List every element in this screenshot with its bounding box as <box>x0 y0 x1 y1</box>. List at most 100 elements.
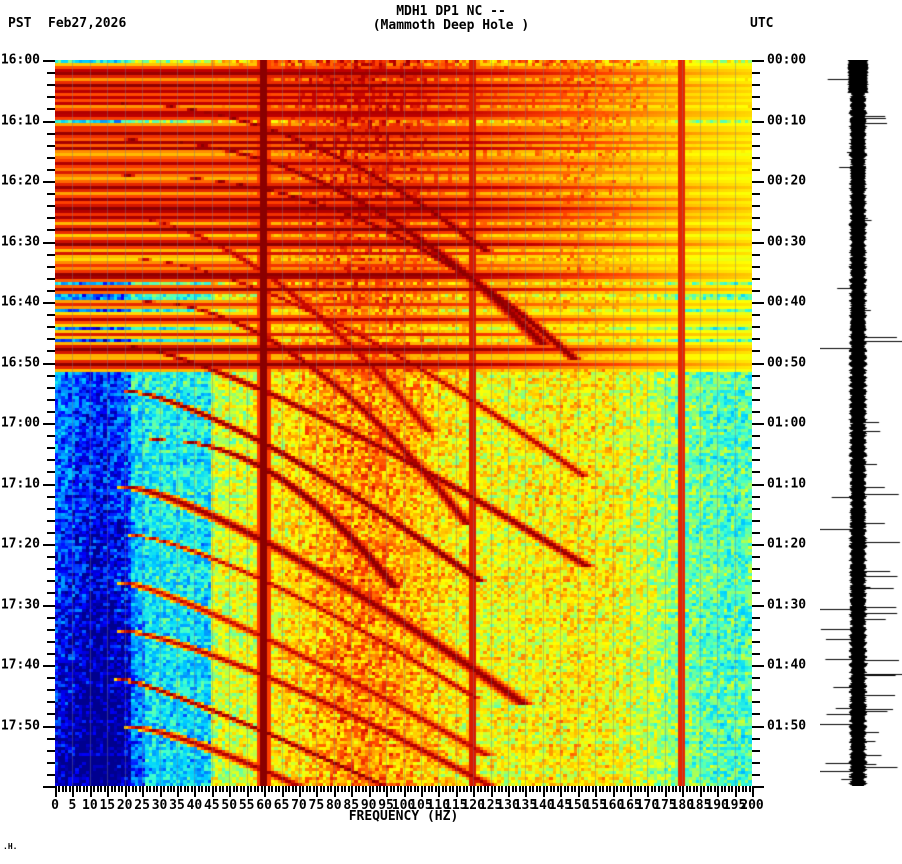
time-label-pst: 17:50 <box>0 718 40 733</box>
tick-minor-bottom <box>305 786 308 792</box>
tick-minor-right <box>752 713 760 716</box>
tick-major-right <box>752 181 764 183</box>
tick-minor-bottom <box>487 786 490 792</box>
tick-minor-bottom <box>720 786 723 792</box>
tick-major-bottom <box>438 786 441 797</box>
tick-minor-bottom <box>671 786 674 792</box>
tick-major-bottom <box>612 786 615 797</box>
tick-minor-right <box>752 616 760 619</box>
tick-minor-bottom <box>616 786 619 792</box>
tick-minor-left <box>47 144 55 147</box>
tick-minor-bottom <box>215 786 218 792</box>
frequency-label: 125 <box>478 798 503 813</box>
tick-minor-bottom <box>208 786 211 792</box>
frequency-label: 105 <box>409 798 433 813</box>
tick-major-bottom <box>630 786 633 797</box>
tick-minor-bottom <box>295 786 298 792</box>
tick-major-bottom <box>682 786 685 797</box>
time-label-pst: 17:20 <box>0 536 40 552</box>
tick-minor-bottom <box>581 786 584 792</box>
tick-major-right <box>752 120 764 123</box>
tick-minor-bottom <box>173 786 176 792</box>
tick-major-bottom <box>264 786 267 797</box>
tick-minor-bottom <box>469 786 472 792</box>
tick-minor-bottom <box>605 786 608 792</box>
time-label-utc: 01:00 <box>767 415 807 431</box>
frequency-label: 30 <box>151 798 168 813</box>
time-label-pst: 16:00 <box>0 52 40 68</box>
tick-minor-right <box>752 84 760 87</box>
tick-minor-bottom <box>117 786 120 792</box>
tick-major-bottom <box>752 786 754 797</box>
tick-minor-left <box>47 193 55 196</box>
frequency-label: 100 <box>391 798 416 813</box>
time-label-utc: 01:20 <box>767 536 807 552</box>
tick-minor-bottom <box>657 786 660 792</box>
tick-minor-bottom <box>459 786 462 792</box>
tick-minor-bottom <box>267 786 270 792</box>
tick-minor-left <box>47 773 55 776</box>
tick-minor-bottom <box>135 786 138 792</box>
tick-minor-bottom <box>636 786 639 792</box>
tick-major-left <box>43 483 55 486</box>
tick-minor-bottom <box>535 786 538 792</box>
tick-minor-bottom <box>257 786 260 792</box>
tick-minor-left <box>47 314 55 317</box>
tick-minor-bottom <box>239 786 242 792</box>
tick-minor-bottom <box>382 786 385 792</box>
tick-minor-bottom <box>424 786 427 792</box>
tick-minor-bottom <box>731 786 734 792</box>
tick-minor-bottom <box>232 786 235 792</box>
tick-major-bottom <box>420 786 423 797</box>
time-label-utc: 00:10 <box>767 113 807 128</box>
tick-major-bottom <box>107 786 110 797</box>
tick-minor-bottom <box>110 786 113 792</box>
tick-minor-bottom <box>738 786 741 792</box>
tick-minor-bottom <box>312 786 315 792</box>
tick-minor-left <box>47 398 55 401</box>
tick-minor-right <box>752 289 760 292</box>
tick-major-left <box>43 181 55 183</box>
tick-major-right <box>752 665 764 667</box>
tick-minor-bottom <box>75 786 78 792</box>
frequency-label: 185 <box>687 798 712 813</box>
tick-minor-right <box>752 556 760 559</box>
spectrogram-canvas[interactable] <box>55 60 752 786</box>
time-label-utc: 00:30 <box>767 234 807 249</box>
tick-minor-bottom <box>180 786 183 792</box>
tick-minor-right <box>752 640 760 643</box>
tick-minor-bottom <box>278 786 281 792</box>
tick-minor-right <box>752 677 760 680</box>
spectrogram-plot[interactable] <box>55 60 752 786</box>
frequency-label: 180 <box>670 798 695 813</box>
tick-minor-right <box>752 229 760 232</box>
tick-major-bottom <box>699 786 702 797</box>
frequency-label: 190 <box>705 798 729 813</box>
tick-minor-bottom <box>285 786 287 792</box>
tick-minor-bottom <box>58 786 61 792</box>
time-label-pst: 16:30 <box>0 234 40 249</box>
tick-major-bottom <box>595 786 598 797</box>
frequency-axis: 0 5 10 15 20 25 30 35 40 45 50 55 60 65 70 75 80 85 90 95 10… <box>51 786 764 826</box>
tick-minor-bottom <box>661 786 664 792</box>
tick-minor-bottom <box>626 786 629 792</box>
tick-major-bottom <box>386 786 389 797</box>
frequency-label: 165 <box>618 798 642 813</box>
tick-minor-bottom <box>588 786 591 792</box>
tick-minor-left <box>47 616 55 619</box>
time-label-pst: 17:40 <box>0 657 40 673</box>
tick-minor-bottom <box>494 786 497 792</box>
date-label: Feb27,2026 <box>48 16 127 31</box>
time-axis-pst: 16:00 16:10 16:20 16:30 16:40 16:50 17:00 17:10… <box>0 53 55 788</box>
tick-minor-bottom <box>93 786 96 792</box>
tick-minor-bottom <box>288 786 291 792</box>
tick-minor-bottom <box>623 786 626 792</box>
tick-major-right <box>752 544 764 546</box>
tick-minor-right <box>752 314 760 317</box>
frequency-label: 85 <box>343 798 360 813</box>
tick-major-bottom <box>455 786 458 797</box>
tick-minor-bottom <box>128 786 131 792</box>
tick-minor-bottom <box>692 786 695 792</box>
tick-minor-right <box>752 447 760 450</box>
tick-minor-left <box>47 713 55 716</box>
